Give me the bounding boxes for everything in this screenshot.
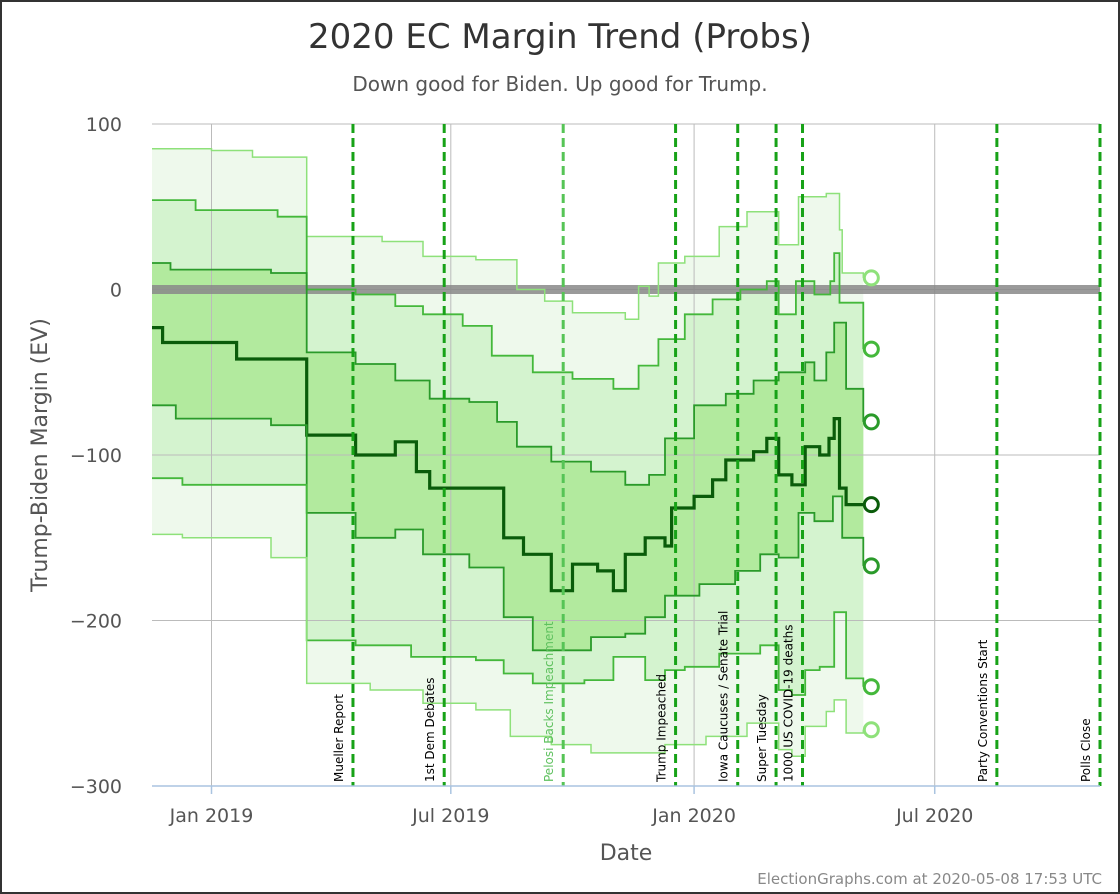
event-label: Super Tuesday: [755, 694, 769, 782]
series-line-upper-outer: [152, 148, 865, 321]
x-tick-label: Jul 2020: [895, 805, 973, 827]
event-label: Iowa Caucuses / Senate Trial: [717, 611, 731, 782]
series-line-lower-outer: [152, 533, 865, 757]
x-tick-label: Jan 2019: [169, 805, 254, 827]
event-label: Trump Impeached: [655, 674, 669, 783]
credit-text: ElectionGraphs.com at 2020-05-08 17:53 U…: [757, 870, 1102, 888]
event-label: 1st Dem Debates: [423, 678, 437, 782]
y-axis-label: Trump-Biden Margin (EV): [28, 318, 53, 593]
x-tick-label: Jan 2020: [651, 805, 736, 827]
chart-subtitle: Down good for Biden. Up good for Trump.: [352, 72, 767, 96]
end-point-marker: [862, 678, 880, 696]
series-layer: [152, 148, 865, 757]
series-line-upper-inner: [152, 262, 865, 486]
y-tick-label: −100: [70, 445, 122, 467]
event-label: Mueller Report: [332, 694, 346, 782]
end-point-marker: [862, 721, 880, 739]
bands-layer: [152, 148, 864, 757]
end-point-marker: [862, 413, 880, 431]
y-tick-label: −300: [70, 776, 122, 798]
series-line-median: [152, 326, 864, 593]
events-layer: Mueller Report 1st Dem Debates Pelosi Back…: [332, 124, 1102, 786]
end-point-marker: [862, 269, 880, 287]
event-label: Polls Close: [1079, 718, 1093, 782]
series-line-lower-inner: [152, 404, 865, 652]
x-axis-label: Date: [600, 841, 653, 866]
end-point-marker: [862, 340, 880, 358]
series-line-upper-mid: [152, 199, 865, 390]
y-tick-label: −200: [70, 611, 122, 633]
event-label: Party Conventions Start: [976, 639, 990, 782]
series-line-lower-mid: [152, 477, 865, 696]
event-label: 1000 US COVID-19 deaths: [782, 625, 796, 783]
band-inner: [152, 263, 864, 651]
end-points-layer: [862, 269, 880, 739]
y-tick-label: 0: [110, 280, 122, 302]
x-tick-label: Jul 2019: [411, 805, 489, 827]
end-point-marker: [862, 557, 880, 575]
axis-layer: 100 0 −100 −200 −300 Jan 2019 Jul 2019 Jan 2020…: [70, 114, 1100, 827]
chart-title: 2020 EC Margin Trend (Probs): [308, 17, 812, 57]
end-point-marker: [862, 496, 880, 514]
y-tick-label: 100: [86, 114, 122, 136]
event-label: Pelosi Backs Impeachment: [542, 621, 556, 782]
